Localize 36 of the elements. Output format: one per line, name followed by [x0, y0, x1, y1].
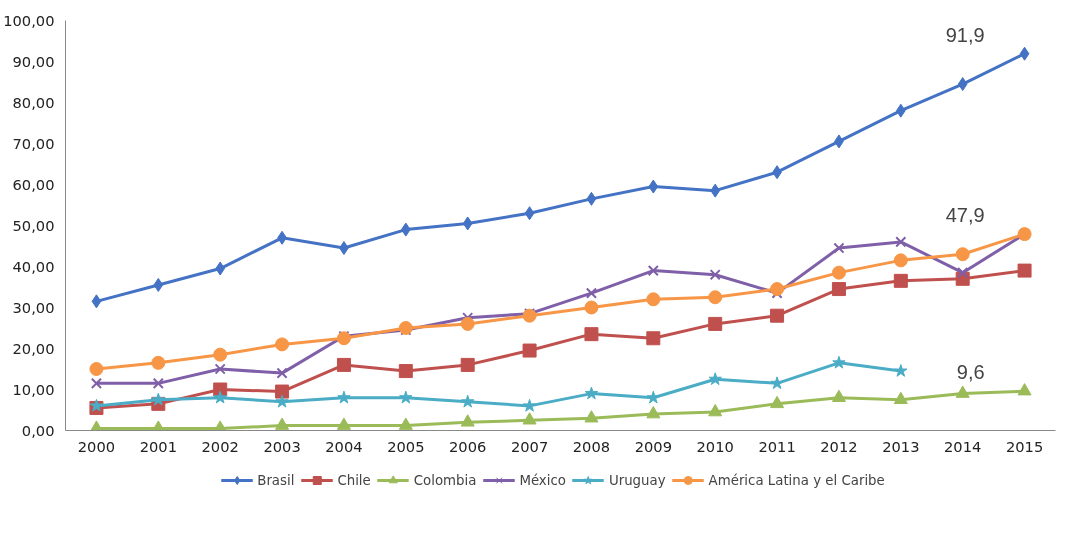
y-tick-label: 50,00 [12, 216, 55, 234]
x-tick-label: 2009 [634, 437, 672, 455]
y-tick-label: 30,00 [12, 298, 55, 316]
annotation: 47,9 [945, 204, 985, 227]
y-tick-label: 20,00 [12, 339, 55, 357]
legend-label: América Latina y el Caribe [708, 472, 885, 488]
legend-label: Colombia [413, 472, 477, 488]
x-tick-label: 2015 [1005, 437, 1044, 455]
y-tick-label: 70,00 [12, 134, 55, 152]
annotation: 91,9 [945, 23, 985, 46]
y-tick-label: 90,00 [12, 52, 55, 70]
x-tick-label: 2003 [263, 437, 301, 455]
y-tick-label: 10,00 [12, 380, 55, 398]
x-tick-label: 2005 [387, 437, 425, 455]
x-tick-label: 2010 [696, 437, 734, 455]
legend-label: México [519, 472, 566, 488]
x-tick-label: 2013 [882, 437, 920, 455]
x-tick-label: 2011 [758, 437, 796, 455]
x-tick-label: 2002 [201, 437, 239, 455]
y-tick-label: 40,00 [12, 257, 55, 275]
legend-label: Chile [337, 472, 371, 488]
x-tick-label: 2008 [572, 437, 611, 455]
x-tick-label: 2004 [325, 437, 363, 455]
y-tick-label: 80,00 [12, 93, 55, 111]
legend-label: Brasil [257, 472, 295, 488]
y-tick-label: 60,00 [12, 175, 55, 193]
x-tick-label: 2012 [820, 437, 858, 455]
x-tick-label: 2006 [449, 437, 487, 455]
x-tick-label: 2001 [139, 437, 177, 455]
annotation: 9,6 [956, 361, 985, 384]
y-tick-label: 0,00 [21, 421, 55, 439]
x-tick-label: 2007 [510, 437, 549, 455]
y-tick-label: 100,00 [3, 11, 55, 29]
legend-label: Uruguay [608, 472, 666, 488]
x-tick-label: 2014 [944, 437, 982, 455]
x-tick-label: 2000 [77, 437, 116, 455]
